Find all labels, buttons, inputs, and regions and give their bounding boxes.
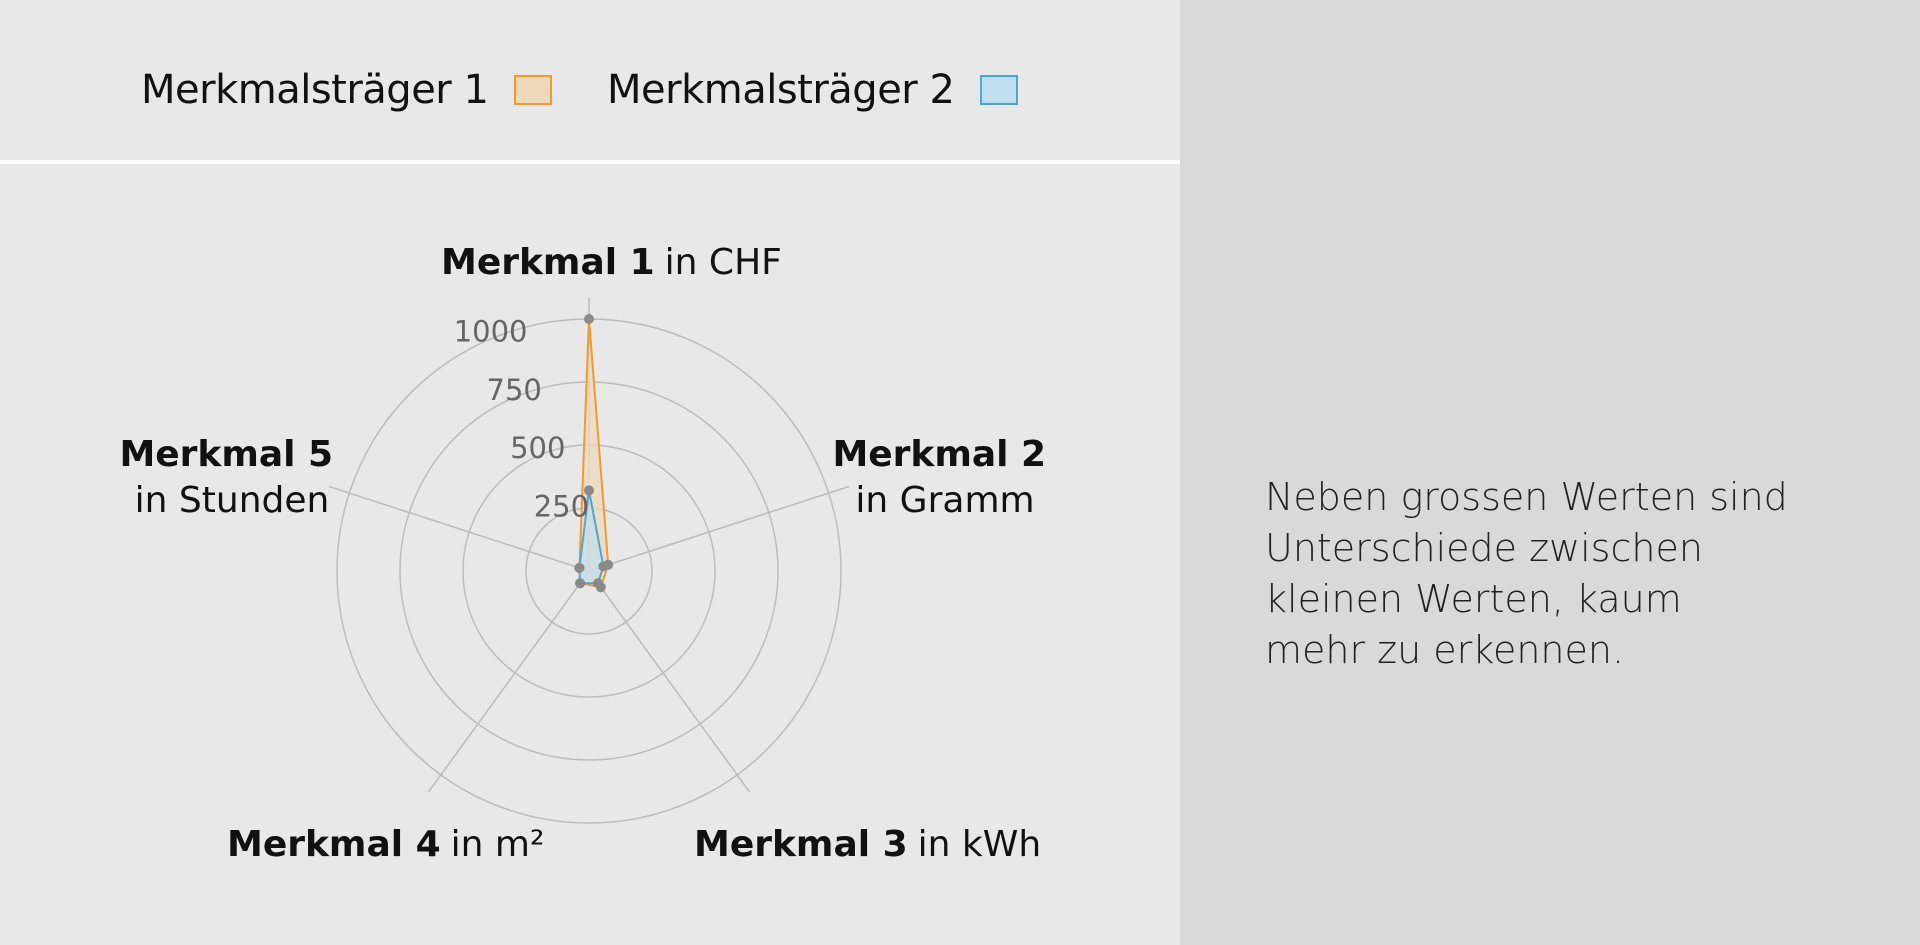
- series-2-point-3: [592, 578, 603, 589]
- annotation-text: Neben grossen Werten sind Unterschiede z…: [1265, 472, 1825, 676]
- series-2-point-1: [584, 485, 594, 496]
- tick-label-250: 250: [534, 490, 589, 524]
- tick-label-1000: 1000: [454, 314, 528, 348]
- axis-label-1: Merkmal 1 in CHF: [441, 242, 782, 283]
- axis-label-2: Merkmal 2 in Gramm: [832, 434, 1057, 521]
- series-2-point-2: [598, 561, 609, 572]
- annotation-line-3: kleinen Werten, kaum: [1265, 577, 1682, 621]
- series-2-point-4: [575, 578, 586, 589]
- radar-series: [574, 314, 614, 593]
- series-1-point-1: [584, 314, 594, 324]
- spoke-axis-5: [328, 485, 590, 572]
- legend-label-series-2: Merkmalsträger 2: [607, 67, 955, 113]
- tick-label-750: 750: [487, 373, 542, 407]
- axis-label-5: Merkmal 5 in Stunden: [119, 434, 344, 521]
- legend-item-series-2: Merkmalsträger 2: [607, 67, 1019, 113]
- axis-label-4: Merkmal 4 in m²: [227, 824, 544, 865]
- spoke-axis-4: [427, 570, 590, 793]
- legend-label-series-1: Merkmalsträger 1: [141, 67, 489, 113]
- annotation-line-2: Unterschiede zwischen: [1265, 526, 1703, 570]
- axis-label-4-name: Merkmal 4: [227, 824, 441, 865]
- legend-item-series-1: Merkmalsträger 1: [141, 67, 553, 113]
- legend-swatch-series-2: [980, 75, 1019, 105]
- axis-label-5-name: Merkmal 5: [119, 434, 333, 475]
- axis-label-5-unit: in Stunden: [135, 480, 330, 521]
- radar-chart: 250 500 750 1000 Merkmal 1 in CHF Merkmal 2 …: [119, 242, 1057, 865]
- axis-label-2-unit: in Gramm: [855, 480, 1034, 521]
- spoke-axis-3: [588, 570, 751, 793]
- axis-label-1-unit: in CHF: [665, 242, 782, 283]
- spoke-axis-2: [588, 485, 850, 572]
- legend-swatch-series-1: [514, 75, 553, 105]
- axis-label-4-unit: in m²: [451, 824, 545, 865]
- axis-label-1-name: Merkmal 1: [441, 242, 655, 283]
- series-2-area: [578, 489, 605, 585]
- annotation-line-4: mehr zu erkennen.: [1265, 628, 1625, 672]
- legend: Merkmalsträger 1 Merkmalsträger 2: [0, 0, 1180, 164]
- axis-label-2-name: Merkmal 2: [832, 434, 1046, 475]
- radar-tick-labels: 250 500 750 1000: [454, 314, 589, 523]
- axis-label-3-unit: in kWh: [918, 824, 1042, 865]
- annotation-line-1: Neben grossen Werten sind: [1265, 475, 1788, 519]
- series-2-point-5: [574, 562, 585, 573]
- tick-label-500: 500: [510, 431, 565, 465]
- axis-label-3-name: Merkmal 3: [694, 824, 908, 865]
- axis-label-3: Merkmal 3 in kWh: [694, 824, 1041, 865]
